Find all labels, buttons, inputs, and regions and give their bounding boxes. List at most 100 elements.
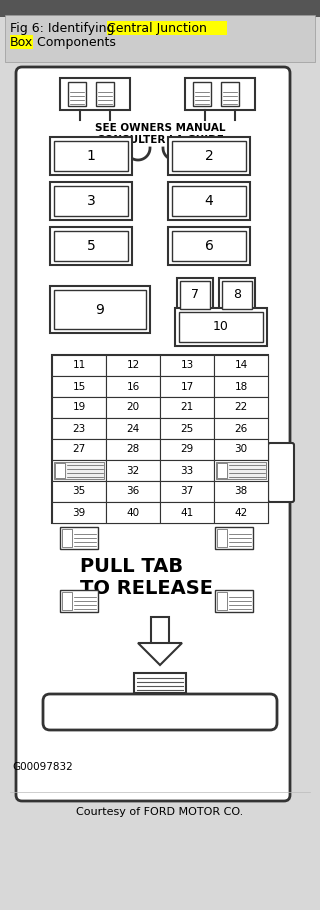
Bar [134, 673, 186, 693]
Text: PULL TAB: PULL TAB [80, 557, 183, 576]
Text: 38: 38 [234, 487, 248, 497]
Bar [106, 397, 160, 418]
Bar [10, 35, 33, 49]
Text: 18: 18 [234, 381, 248, 391]
Bar [62, 529, 72, 547]
Bar [217, 463, 227, 478]
Bar [60, 78, 130, 110]
Bar [219, 278, 255, 312]
Bar [168, 227, 250, 265]
Bar [179, 312, 263, 342]
Bar [107, 21, 227, 35]
Bar [52, 502, 106, 523]
Bar [214, 481, 268, 502]
Bar [168, 137, 250, 175]
Bar [52, 481, 106, 502]
Text: 26: 26 [234, 423, 248, 433]
Text: 24: 24 [126, 423, 140, 433]
Bar [52, 397, 106, 418]
Text: 41: 41 [180, 508, 194, 518]
Text: 11: 11 [72, 360, 86, 370]
Text: 5: 5 [87, 239, 95, 253]
Bar [54, 231, 128, 261]
Bar [54, 186, 128, 216]
Bar [54, 141, 128, 171]
Bar [62, 592, 72, 610]
Bar [55, 463, 65, 478]
Bar [180, 281, 210, 309]
Bar [151, 617, 169, 645]
Text: 13: 13 [180, 360, 194, 370]
Bar [106, 460, 160, 481]
Text: 14: 14 [234, 360, 248, 370]
Text: 2: 2 [204, 149, 213, 163]
Bar [52, 439, 106, 460]
Text: 3: 3 [87, 194, 95, 208]
Bar [214, 355, 268, 376]
Text: Box: Box [10, 36, 33, 49]
FancyBboxPatch shape [16, 67, 290, 801]
Text: 17: 17 [180, 381, 194, 391]
Text: Components: Components [33, 36, 116, 49]
Text: 4: 4 [204, 194, 213, 208]
Bar [172, 186, 246, 216]
Text: 28: 28 [126, 444, 140, 454]
Bar [172, 141, 246, 171]
Text: Fig 6: Identifying: Fig 6: Identifying [10, 22, 118, 35]
Text: 21: 21 [180, 402, 194, 412]
Bar [168, 182, 250, 220]
Bar [106, 502, 160, 523]
Bar [60, 527, 98, 549]
Bar [160, 376, 214, 397]
Bar [52, 460, 106, 481]
Bar [54, 462, 104, 479]
Text: 9: 9 [96, 302, 104, 317]
Bar [217, 529, 227, 547]
Text: 1: 1 [87, 149, 95, 163]
Text: 12: 12 [126, 360, 140, 370]
Bar [0, 0, 320, 17]
Bar [222, 281, 252, 309]
Bar [221, 82, 239, 106]
Bar [60, 590, 98, 612]
Text: 39: 39 [72, 508, 86, 518]
Bar [5, 15, 315, 62]
Text: 42: 42 [234, 508, 248, 518]
Text: 6: 6 [204, 239, 213, 253]
Bar [50, 227, 132, 265]
Text: 15: 15 [72, 381, 86, 391]
Text: 40: 40 [126, 508, 140, 518]
Text: 37: 37 [180, 487, 194, 497]
Text: 10: 10 [213, 320, 229, 333]
Text: 16: 16 [126, 381, 140, 391]
Bar [106, 418, 160, 439]
Bar [214, 418, 268, 439]
Bar [52, 376, 106, 397]
Bar [214, 439, 268, 460]
Bar [106, 376, 160, 397]
Bar [50, 137, 132, 175]
Bar [216, 462, 266, 479]
Bar [172, 231, 246, 261]
Bar [214, 397, 268, 418]
Bar [50, 286, 150, 333]
Bar [106, 355, 160, 376]
Text: TO RELEASE: TO RELEASE [80, 579, 213, 598]
Text: 8: 8 [233, 288, 241, 301]
Bar [215, 527, 253, 549]
Text: G00097832: G00097832 [12, 762, 73, 772]
Text: 7: 7 [191, 288, 199, 301]
Bar [160, 460, 214, 481]
FancyBboxPatch shape [268, 443, 294, 502]
Bar [160, 439, 214, 460]
Text: 30: 30 [235, 444, 248, 454]
Bar [217, 592, 227, 610]
Polygon shape [138, 643, 182, 665]
Text: 32: 32 [126, 466, 140, 476]
Text: Central Junction: Central Junction [107, 22, 207, 35]
Bar [50, 182, 132, 220]
Bar [185, 78, 255, 110]
Bar [214, 502, 268, 523]
Text: 36: 36 [126, 487, 140, 497]
Bar [160, 397, 214, 418]
